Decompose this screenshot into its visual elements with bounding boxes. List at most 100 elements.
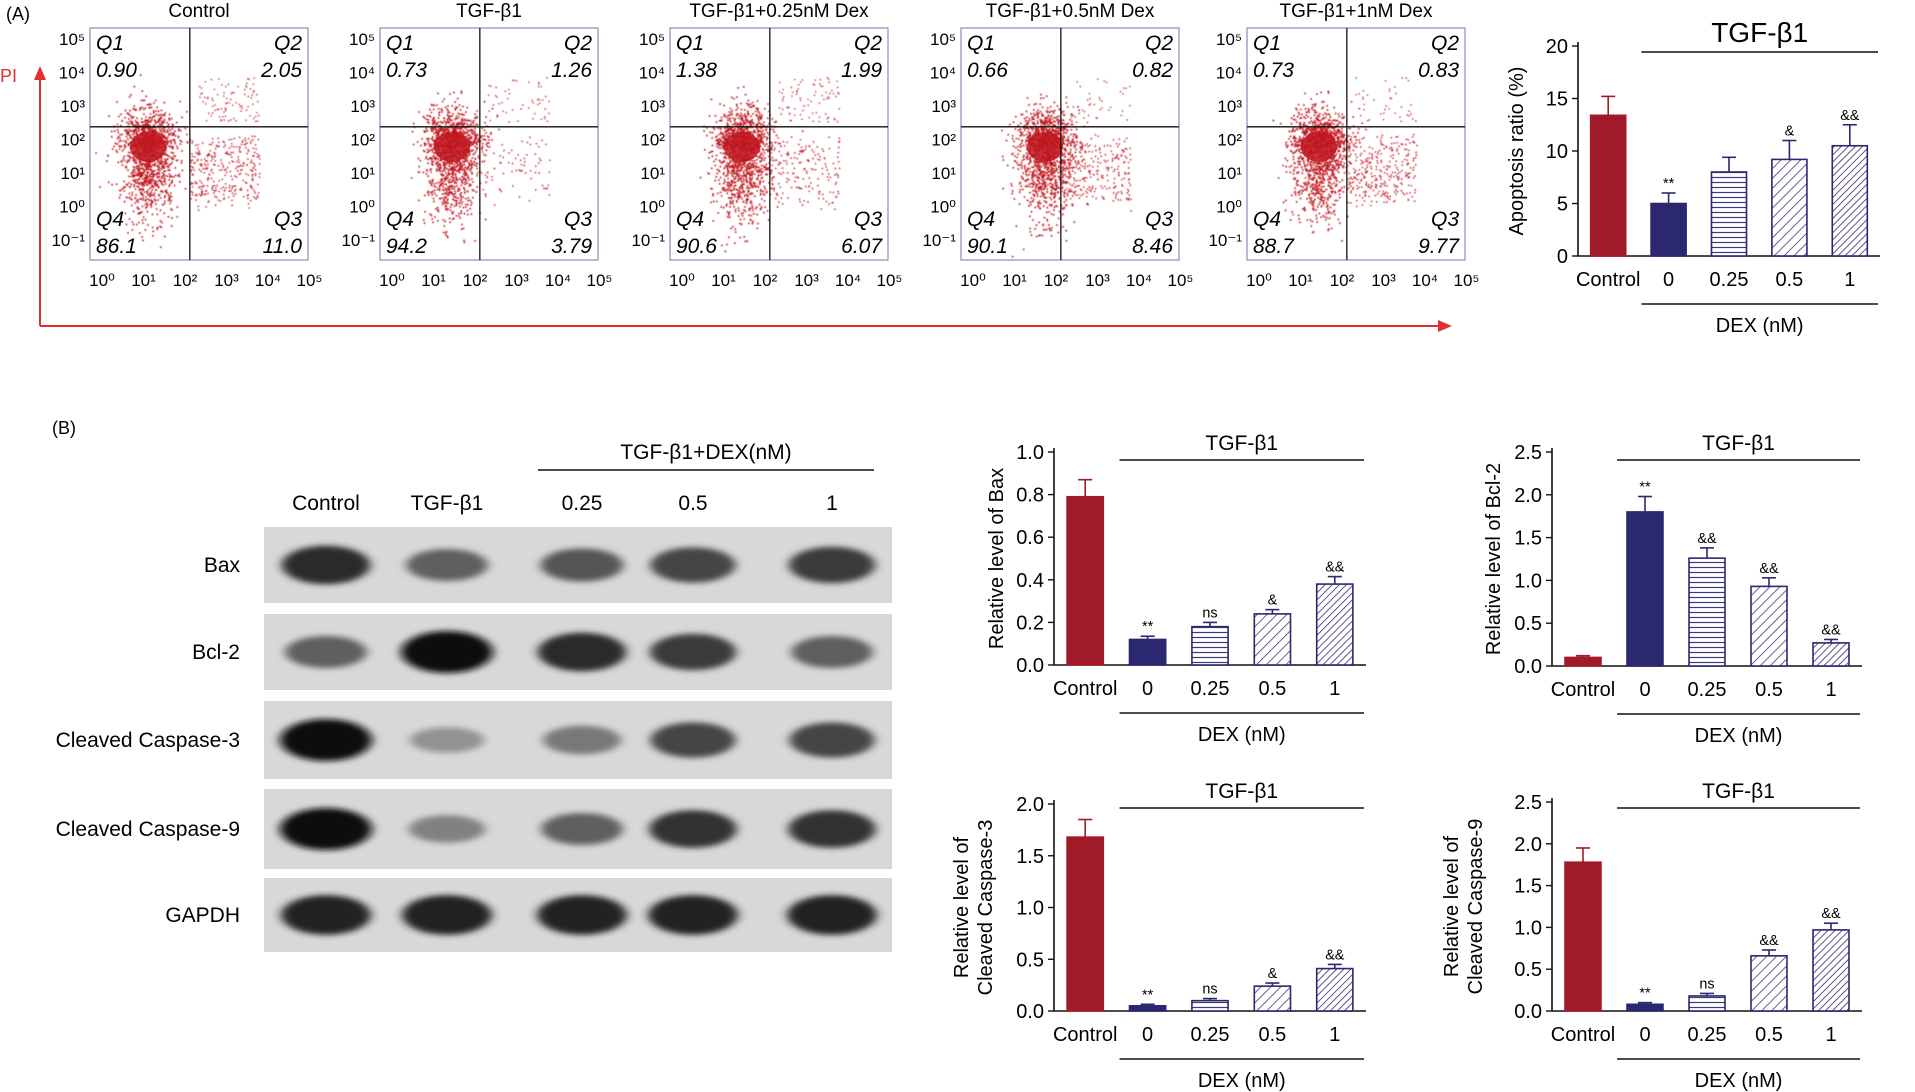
y-tick-label: 1.5 <box>1514 876 1542 898</box>
y-tick-label: 1.5 <box>1016 846 1044 868</box>
group-label: TGF-β1 <box>1205 432 1278 455</box>
flow-plot-frame <box>1246 27 1466 261</box>
significance-label: ** <box>1639 480 1651 496</box>
flow-x-tick-label: 10¹ <box>421 271 446 290</box>
flow-plot-frame <box>669 27 889 261</box>
bar <box>1831 144 1869 257</box>
significance-label: ** <box>1142 987 1154 1003</box>
flow-x-tick-label: 10² <box>463 271 488 290</box>
significance-label: ** <box>1663 176 1675 192</box>
quadrant-value: 0.83 <box>1418 59 1459 82</box>
quadrant-value: 0.82 <box>1132 59 1173 82</box>
y-tick-label: 2.0 <box>1514 834 1542 856</box>
flow-plot-title: TGF-β1+0.25nM Dex <box>689 1 869 22</box>
protein-band <box>281 545 371 585</box>
bar <box>1315 967 1354 1012</box>
x-tick-label: 0 <box>1639 679 1650 701</box>
quadrant-value: 94.2 <box>386 235 427 258</box>
x-axis-label: DEX (nM) <box>1198 1070 1286 1092</box>
group-label: TGF-β1 <box>1702 432 1775 455</box>
flow-x-tick-label: 10⁰ <box>1246 271 1272 290</box>
y-tick-label: 2.5 <box>1514 442 1542 464</box>
protein-band <box>649 810 737 848</box>
x-axis-label: DEX (nM) <box>1716 315 1804 337</box>
lane-label: Control <box>292 492 360 515</box>
quadrant-name: Q4 <box>676 208 704 231</box>
flow-plot: TGF-β1+0.25nM Dex Q1 1.38 Q2 1.99 Q4 90.6 Q3 6.0… <box>631 1 902 290</box>
protein-band <box>409 727 485 753</box>
x-tick-label: Control <box>1053 1024 1117 1046</box>
bar <box>1688 557 1726 667</box>
flow-y-tick-label: 10⁵ <box>930 30 956 49</box>
y-tick-label: 0.0 <box>1016 1001 1044 1023</box>
flow-y-tick-label: 10⁵ <box>639 30 665 49</box>
quadrant-name: Q2 <box>1431 32 1459 55</box>
y-tick-label: 20 <box>1546 36 1568 58</box>
flow-y-tick-label: 10⁻¹ <box>51 231 85 250</box>
bar <box>1688 995 1726 1012</box>
flow-dense-core <box>433 131 470 162</box>
flow-y-tick-label: 10⁰ <box>1216 198 1242 217</box>
dex-group-label: TGF-β1+DEX(nM) <box>620 441 791 464</box>
bar <box>1315 583 1354 666</box>
cleaved-caspase-3-chart: 0.0 0.5 1.0 1.5 2.0 Relative level of Cleaved … <box>951 780 1366 1092</box>
panel-b: (B) TGF-β1+DEX(nM) Control TGF-β1 0.25 0.5 1 B… <box>52 418 1862 1092</box>
quadrant-value: 1.38 <box>676 59 717 82</box>
protein-band <box>402 895 492 935</box>
y-tick-label: 2.0 <box>1514 485 1542 507</box>
bar <box>1626 511 1664 667</box>
y-axis-label: Relative level of <box>951 836 973 978</box>
flow-y-tick-label: 10⁻¹ <box>341 231 375 250</box>
flow-plot: TGF-β1+0.5nM Dex Q1 0.66 Q2 0.82 Q4 90.1 Q3 8.46… <box>922 1 1193 290</box>
significance-label: && <box>1840 108 1860 124</box>
significance-label: && <box>1325 947 1345 963</box>
flow-y-tick-label: 10⁴ <box>59 64 85 83</box>
flow-x-tick-label: 10³ <box>1085 271 1110 290</box>
flow-dots <box>1001 78 1132 258</box>
flow-dots <box>404 77 551 244</box>
bar <box>1253 613 1292 666</box>
flow-x-tick-label: 10⁰ <box>379 271 405 290</box>
protein-label: Bcl-2 <box>192 641 240 664</box>
bar <box>1128 638 1167 666</box>
flow-x-tick-label: 10⁰ <box>960 271 986 290</box>
quadrant-name: Q3 <box>1431 208 1459 231</box>
flow-dense-core <box>1026 131 1063 162</box>
protein-label: GAPDH <box>165 904 240 927</box>
quadrant-name: Q2 <box>854 32 882 55</box>
flow-x-tick-label: 10⁴ <box>835 271 861 290</box>
y-tick-label: 0.0 <box>1016 655 1044 677</box>
significance-label: && <box>1759 933 1779 949</box>
quadrant-value: 2.05 <box>260 59 302 82</box>
x-tick-label: 0 <box>1142 1024 1153 1046</box>
flow-x-tick-label: 10² <box>1330 271 1355 290</box>
quadrant-name: Q1 <box>96 32 124 55</box>
protein-band <box>408 815 486 843</box>
flow-x-tick-label: 10⁵ <box>587 271 613 290</box>
flow-plot: TGF-β1+1nM Dex Q1 0.73 Q2 0.83 Q4 88.7 Q3 9.77 10… <box>1208 1 1479 290</box>
quadrant-value: 0.66 <box>967 59 1008 82</box>
x-tick-label: 0 <box>1142 678 1153 700</box>
x-tick-label: 1 <box>1329 678 1340 700</box>
y-axis-label: Apoptosis ratio (%) <box>1506 67 1528 236</box>
quadrant-name: Q2 <box>564 32 592 55</box>
y-tick-label: 0.5 <box>1514 613 1542 635</box>
y-tick-label: 0.5 <box>1016 949 1044 971</box>
protein-label: Cleaved Caspase-3 <box>56 729 240 752</box>
quadrant-name: Q4 <box>386 208 414 231</box>
x-tick-label: 0 <box>1639 1024 1650 1046</box>
quadrant-name: Q4 <box>96 208 124 231</box>
x-tick-label: 0.25 <box>1191 678 1230 700</box>
flow-plot: Control Q1 0.90 Q2 2.05 Q4 86.1 Q3 11.0 10⁵ 10⁴ 10³… <box>51 1 322 290</box>
flow-y-tick-label: 10⁵ <box>349 30 375 49</box>
flow-y-tick-label: 10² <box>931 131 956 150</box>
flow-plot-title: TGF-β1 <box>456 1 522 22</box>
group-label: TGF-β1 <box>1702 780 1775 803</box>
protein-band <box>537 895 627 935</box>
lane-label: 0.25 <box>562 492 603 515</box>
flow-dots <box>95 74 261 249</box>
protein-band <box>542 725 622 755</box>
flow-x-tick-label: 10⁵ <box>1454 271 1480 290</box>
protein-band <box>406 548 488 582</box>
x-tick-label: Control <box>1576 269 1640 291</box>
